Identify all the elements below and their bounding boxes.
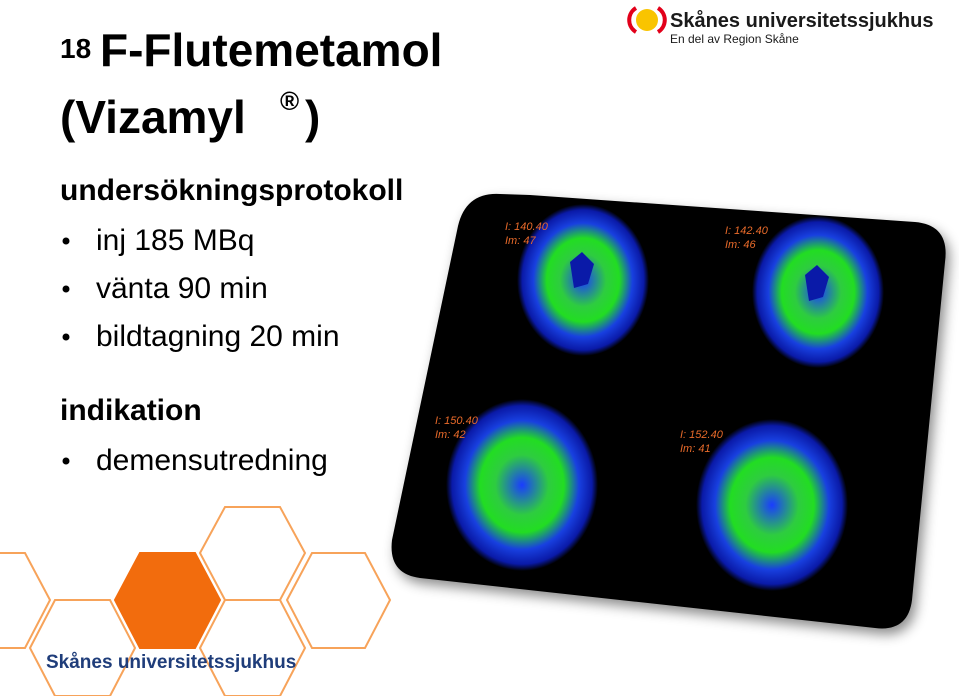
bullet: [62, 333, 70, 341]
bullet: [62, 457, 70, 465]
list-item: bildtagning 20 min: [96, 320, 340, 353]
logo-tagline: En del av Region Skåne: [670, 32, 799, 46]
title-isotope: 18: [60, 33, 91, 64]
title-close: ): [305, 91, 320, 143]
title-name: F-Flutemetamol: [100, 24, 442, 76]
bullet: [62, 285, 70, 293]
list-item: vänta 90 min: [96, 272, 268, 305]
footer: Skånes universitetssjukhus: [46, 652, 296, 673]
scan-label: Im: 41: [680, 443, 711, 455]
scan-label: I: 140.40: [505, 221, 549, 233]
scan-label: Im: 46: [725, 239, 756, 251]
scan-label: I: 152.40: [680, 429, 724, 441]
scan-label: Im: 42: [435, 429, 466, 441]
logo-icon: [627, 6, 667, 34]
section-heading: undersökningsprotokoll: [60, 174, 403, 207]
scan-label: I: 150.40: [435, 415, 479, 427]
list-item: inj 185 MBq: [96, 224, 254, 257]
logo-name: Skånes universitetssjukhus: [670, 9, 933, 32]
list-item: demensutredning: [96, 444, 328, 477]
hex-decoration: [0, 506, 392, 696]
scan-images: [446, 204, 884, 591]
scan-label: I: 142.40: [725, 225, 769, 237]
title-brand: (Vizamyl: [60, 91, 246, 143]
section-heading: indikation: [60, 394, 202, 427]
bullet: [62, 237, 70, 245]
title-mark: ®: [280, 86, 299, 116]
scan-label: Im: 47: [505, 235, 536, 247]
